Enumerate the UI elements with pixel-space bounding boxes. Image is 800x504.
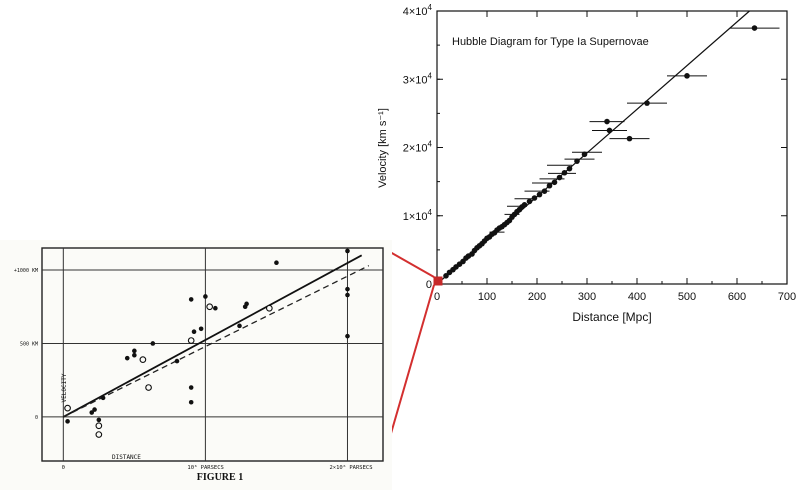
figure-1-filled-point [345, 286, 350, 292]
hubble-x-tick-label: 500 [678, 291, 696, 303]
hubble-data-point [566, 165, 573, 172]
figure-1-y-tick-label: 0 [35, 415, 38, 421]
hubble-y-axis-label: Velocity [km s⁻¹] [377, 108, 389, 188]
figure-1-filled-point [65, 419, 70, 424]
hubble-data-point [606, 127, 613, 134]
figure-1-y-tick-label: 500 KM [20, 341, 38, 347]
hubble-data-point [561, 169, 568, 176]
hubble-y-tick-label: 4×104 [403, 3, 433, 18]
hubble-data-point [751, 25, 758, 31]
figure-1-paper [0, 240, 392, 490]
hubble-data-point [604, 118, 610, 125]
figure-1-dashed-fit-line [63, 265, 370, 418]
hubble-data-point [443, 273, 449, 279]
hubble-x-tick-label: 400 [628, 291, 646, 303]
hubble-data-point [521, 202, 528, 208]
hubble-axis-ticks: 0 100 200 300 400 500 600 700 0 1×104 2×104 3×104 4×… [403, 3, 796, 303]
figure-1-filled-point [188, 399, 194, 405]
figure-1-filled-point [132, 348, 137, 354]
hubble-x-axis-label: Distance [Mpc] [572, 310, 651, 324]
figure-1-filled-point [274, 260, 279, 265]
hubble-x-tick-label: 600 [728, 291, 746, 303]
figure-1-axis-ticks: 0 10⁶ PARSECS 2×10⁶ PARSECS 0 500 KM +1000 KM [14, 268, 373, 471]
hubble-data-point [644, 100, 650, 106]
figure-1-y-axis-label: VELOCITY [61, 373, 68, 402]
hubble-chart-title: Hubble Diagram for Type Ia Supernovae [452, 36, 649, 48]
hubble-y-tick-label: 1×104 [403, 208, 433, 223]
figure-1-gridlines [42, 248, 383, 461]
zoom-region-marker [433, 276, 443, 286]
figure-1-filled-point [124, 355, 130, 361]
figure-1-x-axis-label: DISTANCE [112, 454, 141, 461]
hubble-plot-frame [436, 10, 788, 285]
figure-1-open-point [187, 337, 195, 344]
figure-1-filled-point [345, 292, 350, 298]
hubble-y-tick-label: 0 [426, 279, 432, 291]
hubble-data-point [536, 191, 543, 198]
figure-1-filled-point [244, 301, 249, 307]
figure-1-filled-point [345, 248, 350, 254]
hubble-diagram-chart: Hubble Diagram for Type Ia Supernovae Di… [377, 3, 796, 324]
figure-1-data-marks [64, 248, 350, 438]
figure-1-open-point [95, 422, 103, 430]
hubble-data-point [581, 151, 588, 158]
hubble-data-point [551, 179, 558, 186]
hubble-data-point [546, 182, 553, 189]
figure-1-filled-point [188, 385, 194, 390]
figure-1-filled-point [345, 333, 350, 339]
figure-1-filled-point [203, 294, 208, 299]
figure-1-filled-point [188, 297, 194, 302]
figure-1-filled-point [96, 417, 102, 423]
figure-1-filled-point [100, 395, 106, 401]
hubble-y-tick-label: 3×104 [403, 71, 433, 86]
figure-1-filled-point [191, 329, 197, 335]
figure-1-x-tick-label: 10⁶ PARSECS [187, 464, 223, 471]
hubble-y-tick-label: 2×104 [403, 140, 433, 155]
figure-1-y-tick-label: +1000 KM [14, 268, 38, 274]
figure-1-open-point [145, 384, 152, 391]
figure-1-filled-point [198, 326, 204, 332]
hubble-data-point [684, 73, 690, 79]
figure-1-open-point [139, 356, 147, 363]
figure-1-solid-fit-line [62, 254, 363, 418]
figure-1-filled-point [132, 352, 137, 358]
figure-1-filled-point [89, 410, 95, 415]
figure-1-filled-point [174, 358, 180, 364]
figure-1-chart: 0 10⁶ PARSECS 2×10⁶ PARSECS 0 500 KM +1000 KM… [0, 240, 392, 490]
figure-1-filled-point [150, 341, 156, 346]
hubble-data-point [541, 188, 548, 194]
hubble-data-point [531, 195, 538, 201]
hubble-x-tick-label: 300 [578, 291, 596, 303]
figure-1-filled-point [237, 323, 242, 329]
figure-1-filled-point [92, 407, 97, 412]
figure-1-caption: FIGURE 1 [197, 472, 243, 483]
hubble-data-marks [443, 25, 780, 279]
hubble-data-point [556, 174, 563, 181]
hubble-data-point [526, 198, 533, 205]
figure-1-open-point [206, 303, 214, 311]
figure-1-x-tick-label: 2×10⁶ PARSECS [329, 464, 372, 471]
hubble-x-tick-label: 700 [778, 291, 796, 303]
figure-1-open-point [265, 304, 273, 312]
figure-1-plot-frame [41, 247, 384, 462]
hubble-x-tick-label: 100 [478, 291, 496, 303]
figure-1-filled-point [213, 305, 218, 311]
hubble-x-tick-label: 200 [528, 291, 546, 303]
hubble-x-tick-label: 0 [434, 291, 440, 303]
figure-1-x-tick-label: 0 [62, 465, 65, 471]
figure-1-open-point [64, 404, 71, 412]
hubble-data-point [574, 158, 580, 164]
hubble-data-point [626, 135, 633, 142]
figure-1-open-point [95, 431, 103, 438]
